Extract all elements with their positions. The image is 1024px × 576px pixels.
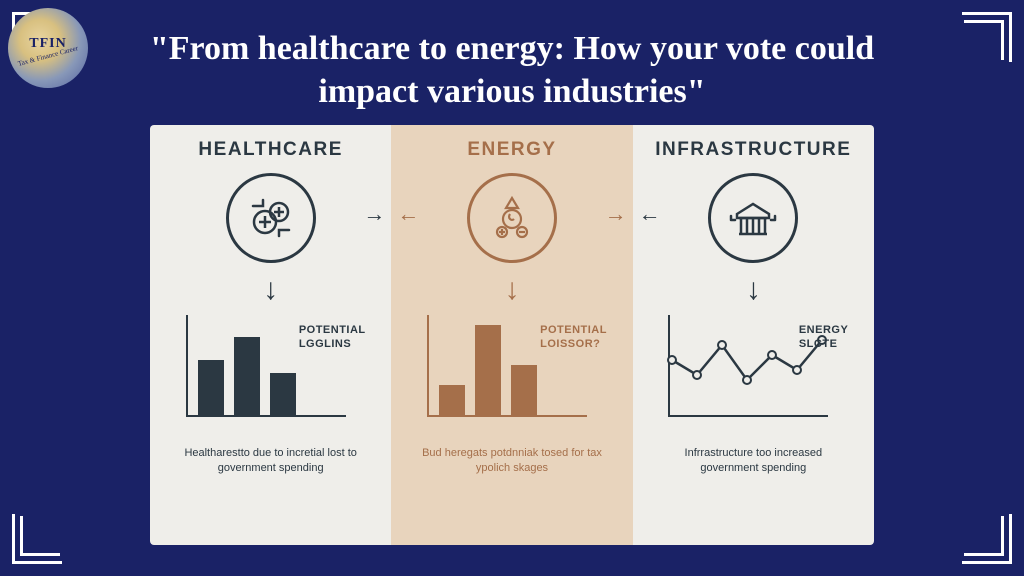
infrastructure-icon xyxy=(708,173,798,263)
column-caption: Healtharestto due to incretial lost to g… xyxy=(160,446,381,476)
arrow-right-icon: → xyxy=(605,201,627,227)
column-title: INFRASTRUCTURE xyxy=(655,139,851,161)
bar-chart: POTENTIALLOISSOR? xyxy=(417,315,607,440)
infographic-panel: HEALTHCARE → ↓ POTENTIALLGGLINS Healthar… xyxy=(150,125,874,545)
energy-icon xyxy=(467,173,557,263)
column-energy: ENERGY ← → ↓ POTENTIALLOISSOR? Bud herega… xyxy=(391,125,632,545)
arrow-down-icon: ↓ xyxy=(263,273,278,307)
arrow-left-icon: ← xyxy=(639,201,661,227)
column-title: HEALTHCARE xyxy=(198,139,342,161)
column-caption: Infrrastructure too increased government… xyxy=(643,446,864,476)
column-caption: Bud heregats potdnniak tosed for tax ypo… xyxy=(401,446,622,476)
column-title: ENERGY xyxy=(467,139,556,161)
corner-decoration xyxy=(20,516,60,556)
corner-decoration xyxy=(964,20,1004,60)
brand-logo: TFIN Tax & Finance Career xyxy=(8,8,88,88)
headline: "From healthcare to energy: How your vot… xyxy=(0,0,1024,121)
healthcare-icon xyxy=(226,173,316,263)
bar-chart: POTENTIALLGGLINS xyxy=(176,315,366,440)
arrow-left-icon: ← xyxy=(397,201,419,227)
arrow-down-icon: ↓ xyxy=(746,273,761,307)
arrow-right-icon: → xyxy=(363,201,385,227)
corner-decoration xyxy=(964,516,1004,556)
arrow-down-icon: ↓ xyxy=(504,273,519,307)
column-healthcare: HEALTHCARE → ↓ POTENTIALLGGLINS Healthar… xyxy=(150,125,391,545)
column-infrastructure: INFRASTRUCTURE ← ↓ ENERGYSLCTE Infrrastr… xyxy=(633,125,874,545)
line-chart: ENERGYSLCTE xyxy=(658,315,848,440)
